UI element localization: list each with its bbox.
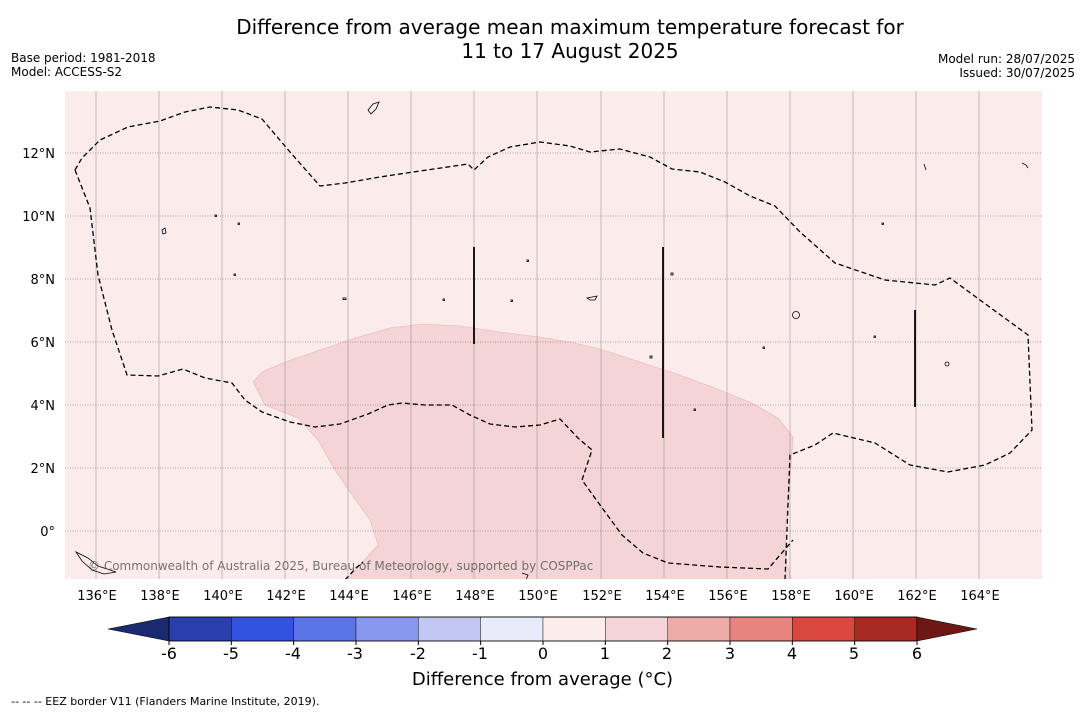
island-small-3	[670, 272, 674, 276]
island-small-11	[881, 222, 884, 225]
island-small-1	[1021, 162, 1029, 169]
colorbar-tick-label: 3	[725, 644, 735, 663]
island-pohnpei	[792, 311, 800, 319]
model-name-text: Model: ACCESS-S2	[11, 65, 123, 79]
map-title-line-2: 11 to 17 August 2025	[461, 39, 679, 63]
colorbar-swatches	[168, 616, 918, 642]
issued-date-text: Issued: 30/07/2025	[959, 66, 1075, 80]
island-small-15	[342, 297, 347, 300]
model-info: Base period: 1981-2018 Model: ACCESS-S2	[11, 51, 156, 79]
colorbar-tick-label: 1	[600, 644, 610, 663]
colorbar: -6 -5 -4 -3 -2 -1 0 1 2 3 4 5 6	[107, 616, 978, 663]
lat-label: 0°	[40, 525, 55, 540]
lon-label: 160°E	[834, 589, 874, 604]
colorbar-swatch	[854, 616, 918, 642]
maritime-boundary-lines	[473, 247, 916, 438]
lon-label: 142°E	[266, 589, 306, 604]
lon-label: 150°E	[518, 589, 558, 604]
colorbar-swatch	[480, 616, 544, 642]
lon-label: 164°E	[960, 589, 1000, 604]
lon-label: 144°E	[329, 589, 369, 604]
colorbar-tick-label: -6	[161, 644, 177, 663]
lon-label: 152°E	[582, 589, 622, 604]
base-period-text: Base period: 1981-2018	[11, 51, 156, 65]
island-small-13	[873, 335, 876, 338]
model-run-text: Model run: 28/07/2025	[937, 52, 1075, 66]
colorbar-under-arrow	[107, 616, 170, 642]
lat-label: 2°N	[31, 462, 56, 477]
copyright-notice: © Commonwealth of Australia 2025, Bureau…	[88, 559, 593, 573]
lon-label: 158°E	[771, 589, 811, 604]
lon-label: 136°E	[77, 589, 117, 604]
lon-label: 156°E	[708, 589, 748, 604]
islands	[74, 101, 1029, 579]
colorbar-tick-label: 2	[662, 644, 672, 663]
lon-label: 154°E	[645, 589, 685, 604]
lon-label: 138°E	[140, 589, 180, 604]
colorbar-swatch	[729, 616, 793, 642]
island-small-14	[233, 273, 236, 276]
lat-label: 4°N	[31, 399, 56, 414]
colorbar-tick-labels: -6 -5 -4 -3 -2 -1 0 1 2 3 4 5 6	[161, 644, 922, 663]
graticule	[65, 91, 1042, 579]
lon-label: 148°E	[455, 589, 495, 604]
map-panel: © Commonwealth of Australia 2025, Bureau…	[65, 91, 1042, 579]
colorbar-tick-label: -5	[223, 644, 239, 663]
colorbar-tick-label: 6	[912, 644, 922, 663]
island-guam	[367, 101, 380, 115]
colorbar-swatch	[542, 616, 606, 642]
colorbar-swatch	[418, 616, 481, 642]
colorbar-tick-label: -3	[347, 644, 363, 663]
colorbar-tick-label: -2	[410, 644, 426, 663]
colorbar-tick-label: 4	[787, 644, 797, 663]
eez-border-western-loop	[74, 169, 794, 570]
issue-info: Model run: 28/07/2025 Issued: 30/07/2025	[938, 52, 1075, 80]
colorbar-swatch	[792, 616, 855, 642]
eez-borders	[74, 106, 1033, 579]
lat-label: 8°N	[31, 273, 56, 288]
colorbar-swatch	[231, 616, 294, 642]
island-small-8	[510, 299, 513, 302]
longitude-labels: 136°E 138°E 140°E 142°E 144°E 146°E 148°…	[77, 589, 1000, 604]
island-small-7	[442, 298, 445, 301]
island-small-4	[214, 214, 217, 217]
map-title-line-1: Difference from average mean maximum tem…	[236, 15, 904, 39]
lat-label: 10°N	[22, 210, 55, 225]
island-yap	[161, 227, 167, 235]
latitude-labels: 12°N 10°N 8°N 6°N 4°N 2°N 0°	[22, 147, 55, 540]
colorbar-swatch	[293, 616, 357, 642]
anomaly-1-to-2-area	[252, 323, 794, 579]
island-chuuk	[585, 295, 598, 301]
lon-label: 162°E	[897, 589, 937, 604]
island-small-2	[923, 163, 927, 171]
eez-footnote: -- -- -- EEZ border V11 (Flanders Marine…	[11, 695, 320, 708]
colorbar-swatch	[667, 616, 731, 642]
colorbar-label: Difference from average (°C)	[411, 669, 674, 690]
island-new-guinea-tip	[74, 550, 117, 575]
colorbar-swatch	[605, 616, 668, 642]
map-title: Difference from average mean maximum tem…	[0, 15, 1085, 63]
colorbar-tick-label: 0	[538, 644, 548, 663]
island-small-6	[526, 259, 529, 262]
island-kosrae	[944, 361, 950, 367]
island-small-5	[237, 222, 240, 225]
lon-label: 146°E	[392, 589, 432, 604]
island-small-9	[649, 355, 653, 359]
colorbar-over-arrow	[916, 616, 978, 642]
eez-border-south-edge	[345, 561, 364, 579]
colorbar-tick-label: -4	[285, 644, 301, 663]
eez-border-palau-fsm-north	[74, 106, 1033, 579]
island-south	[521, 572, 529, 579]
island-small-10	[693, 408, 696, 411]
island-small-12	[762, 346, 765, 349]
colorbar-tick-label: -1	[472, 644, 488, 663]
colorbar-tick-label: 5	[849, 644, 859, 663]
colorbar-swatch	[355, 616, 419, 642]
lat-label: 6°N	[31, 336, 56, 351]
colorbar-ticks	[168, 641, 918, 645]
lon-label: 140°E	[203, 589, 243, 604]
lat-label: 12°N	[22, 147, 55, 162]
colorbar-swatch	[168, 616, 232, 642]
